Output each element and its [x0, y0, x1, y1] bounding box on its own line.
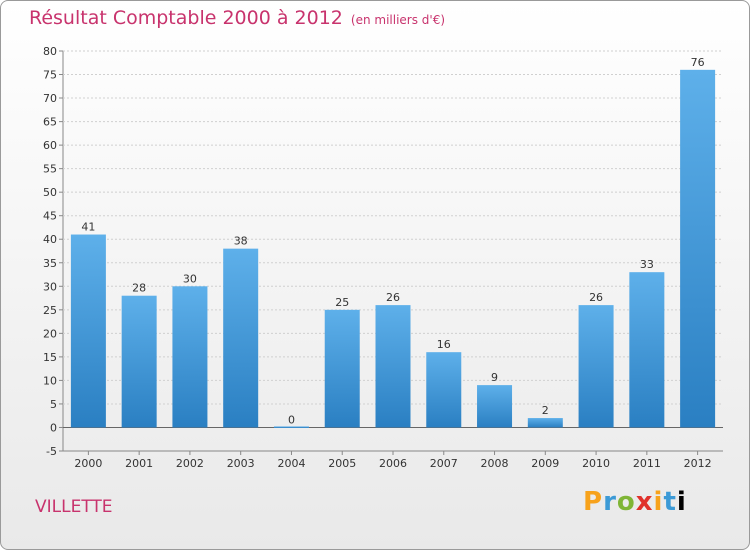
x-tick-label: 2007	[430, 457, 458, 470]
y-tick-label: 10	[43, 374, 57, 387]
data-label: 33	[640, 258, 654, 271]
data-label: 26	[589, 291, 603, 304]
bar-2006	[375, 305, 411, 428]
y-tick-label: 45	[43, 210, 57, 223]
bar-2003	[223, 248, 259, 428]
data-label: 28	[132, 282, 146, 295]
proxiti-logo: Proxiti	[583, 487, 687, 517]
x-tick-label: 2011	[633, 457, 661, 470]
y-tick-label: 65	[43, 116, 57, 129]
bar-2008	[477, 385, 513, 428]
bar-2007	[426, 352, 462, 428]
bar-2004	[273, 426, 309, 428]
y-tick-label: 60	[43, 139, 57, 152]
y-tick-label: 80	[43, 45, 57, 58]
x-tick-label: 2005	[328, 457, 356, 470]
y-tick-label: 55	[43, 163, 57, 176]
bar-2005	[324, 309, 360, 428]
logo-letter: i	[653, 487, 664, 517]
chart-title-text: Résultat Comptable 2000 à 2012	[29, 7, 343, 29]
bar-2009	[527, 418, 563, 428]
logo-letter: x	[635, 487, 654, 517]
bar-2012	[680, 69, 716, 428]
y-tick-label: 0	[50, 421, 57, 434]
logo-letter: o	[616, 487, 636, 517]
x-tick-label: 2002	[176, 457, 204, 470]
y-tick-label: 25	[43, 304, 57, 317]
data-label: 30	[183, 272, 197, 285]
logo-letter: i	[676, 487, 687, 517]
data-label: 16	[437, 338, 451, 351]
y-tick-label: 75	[43, 69, 57, 82]
bar-2001	[121, 295, 157, 428]
bar-2000	[70, 234, 106, 428]
logo-letter: t	[663, 487, 677, 517]
data-label: 2	[542, 404, 549, 417]
data-label: 41	[81, 221, 95, 234]
y-tick-label: 5	[50, 398, 57, 411]
x-tick-label: 2000	[74, 457, 102, 470]
chart-title: Résultat Comptable 2000 à 2012 (en millie…	[29, 7, 445, 29]
data-label: 26	[386, 291, 400, 304]
logo-letter: P	[583, 487, 604, 517]
y-tick-label: 35	[43, 257, 57, 270]
data-label: 9	[491, 371, 498, 384]
y-tick-label: -5	[46, 445, 57, 458]
bar-2002	[172, 286, 208, 428]
x-tick-label: 2012	[684, 457, 712, 470]
commune-name: VILLETTE	[35, 497, 113, 517]
x-tick-label: 2010	[582, 457, 610, 470]
data-label: 0	[288, 413, 295, 426]
y-tick-label: 50	[43, 186, 57, 199]
x-tick-label: 2009	[531, 457, 559, 470]
data-label: 76	[691, 56, 705, 69]
x-tick-label: 2004	[277, 457, 305, 470]
bar-2011	[629, 272, 665, 428]
logo-letter: r	[603, 487, 617, 517]
x-tick-label: 2001	[125, 457, 153, 470]
y-tick-label: 70	[43, 92, 57, 105]
bar-2010	[578, 305, 614, 428]
y-tick-label: 20	[43, 327, 57, 340]
y-tick-label: 15	[43, 351, 57, 364]
data-label: 25	[335, 296, 349, 309]
x-tick-label: 2003	[227, 457, 255, 470]
data-label: 38	[234, 235, 248, 248]
x-tick-label: 2006	[379, 457, 407, 470]
y-tick-label: 40	[43, 233, 57, 246]
chart-subtitle: (en milliers d'€)	[350, 13, 446, 27]
x-tick-label: 2008	[481, 457, 509, 470]
y-tick-label: 30	[43, 280, 57, 293]
